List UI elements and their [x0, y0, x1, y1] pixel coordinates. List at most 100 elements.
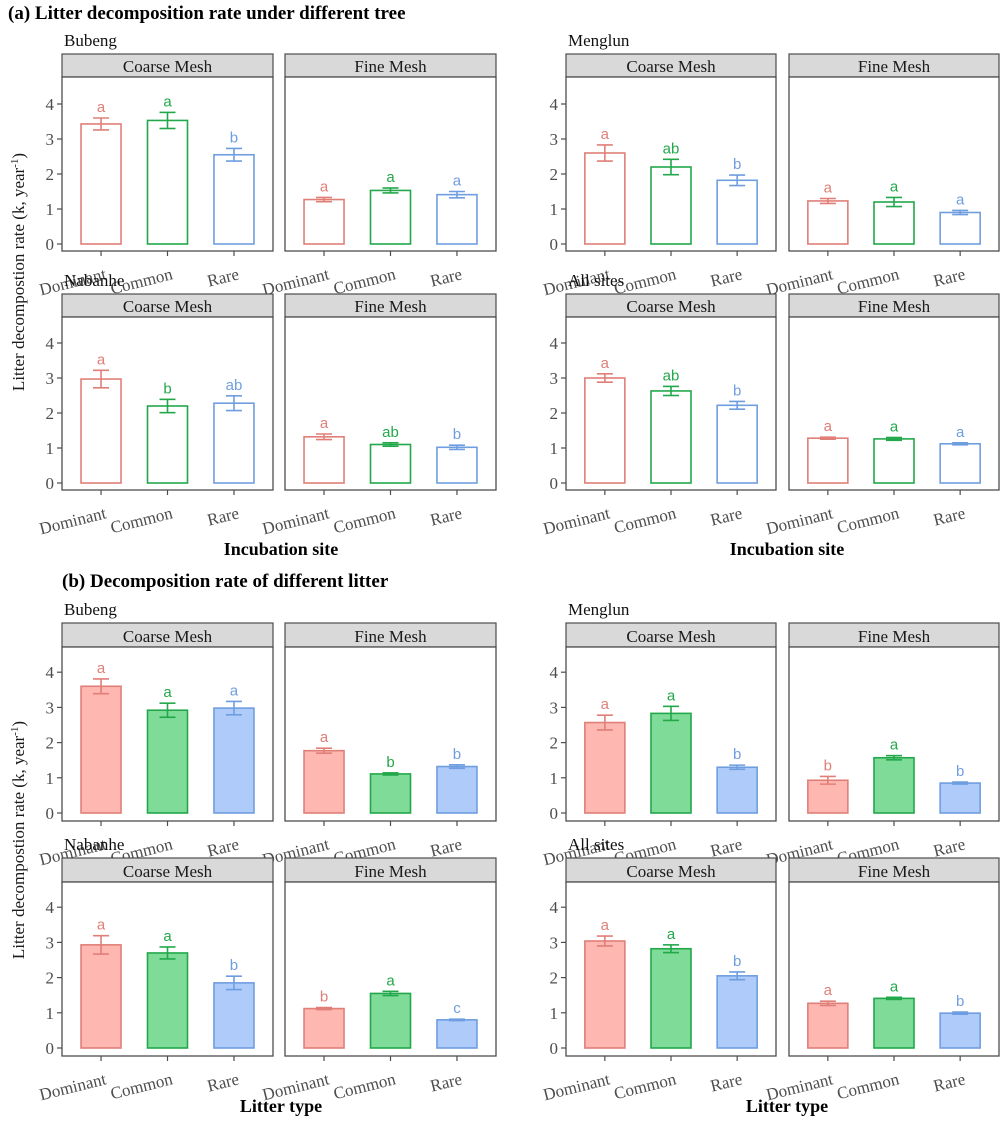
y-axis-title-a: Litter decompostion rate (k, year-1)	[9, 153, 28, 391]
significance-letter: b	[956, 763, 964, 780]
facet-panel: Fine Mesh a Dominant ab Common b Rare	[260, 293, 497, 538]
y-tick-label: 2	[46, 165, 55, 184]
y-axis-title-text: Litter decompostion rate (k, year	[9, 735, 28, 959]
bar-common	[369, 773, 412, 814]
bar-rare	[939, 1012, 981, 1049]
facet-strip-label: Coarse Mesh	[123, 627, 213, 646]
x-axis-title-b-right: Litter type	[746, 1096, 828, 1116]
bar-dominant	[807, 779, 849, 814]
x-tick-label: Rare	[931, 834, 967, 860]
x-tick-label: Dominant	[37, 1069, 108, 1104]
significance-letter: b	[163, 380, 171, 397]
site-label: All sites	[568, 835, 624, 854]
y-tick-label: 0	[550, 474, 559, 493]
significance-letter: b	[453, 426, 461, 443]
bar-common	[873, 201, 915, 245]
site-label: Menglun	[568, 600, 630, 619]
y-tick-label: 2	[550, 734, 559, 753]
significance-letter: a	[956, 424, 965, 441]
significance-letter: b	[824, 757, 832, 774]
bar-dominant	[80, 378, 122, 484]
bar-rare	[213, 707, 255, 814]
site-label: Menglun	[568, 31, 630, 50]
y-tick-label: 1	[550, 1004, 559, 1023]
x-tick-label: Rare	[428, 264, 464, 290]
x-tick-label: Rare	[205, 834, 241, 860]
significance-letter: a	[163, 93, 172, 110]
x-tick-label: Rare	[708, 503, 744, 529]
x-tick-label: Rare	[205, 1069, 241, 1095]
significance-letter: a	[320, 415, 329, 432]
bar-rare	[716, 404, 758, 484]
y-tick-label: 0	[46, 804, 55, 823]
facet-strip-label: Fine Mesh	[858, 297, 931, 316]
facet-strip	[61, 622, 274, 648]
bar-rare	[716, 766, 758, 814]
bar-dominant	[303, 1007, 345, 1049]
y-tick-label: 3	[46, 369, 55, 388]
bar-dominant	[807, 1002, 849, 1049]
y-tick-label: 3	[46, 933, 55, 952]
facet-strip-label: Coarse Mesh	[123, 57, 213, 76]
bar-rare	[436, 193, 478, 245]
bar-dominant	[80, 685, 122, 814]
x-tick-label: Rare	[428, 1069, 464, 1095]
x-tick-label: Rare	[931, 264, 967, 290]
facet-strip-label: Fine Mesh	[354, 862, 427, 881]
site-group-nabanhe: Nabanhe Coarse Mesh 0 1 2 3 4 a Dominant b Common a…	[37, 271, 497, 538]
significance-letter: b	[230, 957, 238, 974]
facet-strip-label: Coarse Mesh	[626, 57, 716, 76]
y-tick-label: 1	[46, 200, 55, 219]
significance-letter: ab	[226, 377, 243, 394]
facet-strip-label: Coarse Mesh	[123, 297, 213, 316]
bar-common	[369, 443, 412, 484]
significance-letter: b	[956, 993, 964, 1010]
x-tick-label: Rare	[708, 834, 744, 860]
bar-rare	[213, 982, 255, 1049]
y-tick-label: 1	[550, 769, 559, 788]
bar-common	[369, 992, 412, 1049]
x-tick-label: Common	[108, 1069, 174, 1103]
significance-letter: a	[97, 660, 106, 677]
significance-letter: a	[97, 99, 106, 116]
y-tick-label: 4	[46, 334, 55, 353]
bar-common	[146, 709, 189, 814]
y-tick-label: 2	[46, 734, 55, 753]
x-tick-label: Common	[331, 1069, 397, 1103]
facet-strip-label: Fine Mesh	[858, 862, 931, 881]
y-tick-label: 4	[550, 95, 559, 114]
y-tick-label: 3	[550, 369, 559, 388]
x-tick-label: Common	[331, 503, 397, 537]
y-tick-label: 4	[550, 898, 559, 917]
x-tick-label: Rare	[708, 1069, 744, 1095]
x-tick-label: Dominant	[260, 503, 331, 538]
y-tick-label: 0	[550, 235, 559, 254]
facet-strip-label: Fine Mesh	[354, 627, 427, 646]
significance-letter: b	[733, 156, 741, 173]
bar-common	[873, 438, 915, 484]
bar-dominant	[303, 198, 345, 245]
significance-letter: b	[386, 754, 394, 771]
facet-strip-label: Coarse Mesh	[626, 297, 716, 316]
significance-letter: a	[97, 351, 106, 368]
facet-strip-label: Coarse Mesh	[123, 862, 213, 881]
significance-letter: b	[733, 953, 741, 970]
significance-letter: a	[890, 419, 899, 436]
significance-letter: a	[163, 928, 172, 945]
y-tick-label: 3	[550, 130, 559, 149]
site-label: All sites	[568, 271, 624, 290]
y-tick-label: 4	[550, 663, 559, 682]
facet-panel: Coarse Mesh 0 1 2 3 4 a Dominant b Common ab Rare	[37, 293, 274, 538]
significance-letter: a	[163, 684, 172, 701]
x-tick-label: Common	[835, 1069, 901, 1103]
y-tick-label: 1	[550, 200, 559, 219]
